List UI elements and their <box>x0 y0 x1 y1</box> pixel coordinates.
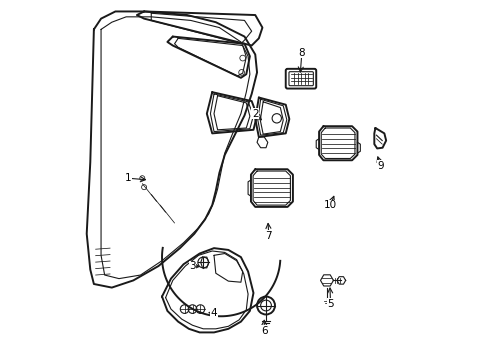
Text: 4: 4 <box>210 308 217 318</box>
Text: 7: 7 <box>265 231 272 240</box>
FancyBboxPatch shape <box>285 69 316 89</box>
Text: 6: 6 <box>261 325 267 336</box>
Text: 10: 10 <box>324 200 336 210</box>
Text: 3: 3 <box>189 261 195 271</box>
Text: 1: 1 <box>124 173 131 183</box>
Text: 5: 5 <box>326 299 333 309</box>
FancyBboxPatch shape <box>288 72 313 86</box>
Text: 8: 8 <box>298 48 305 58</box>
Text: 9: 9 <box>377 161 383 171</box>
Text: 2: 2 <box>251 109 258 119</box>
